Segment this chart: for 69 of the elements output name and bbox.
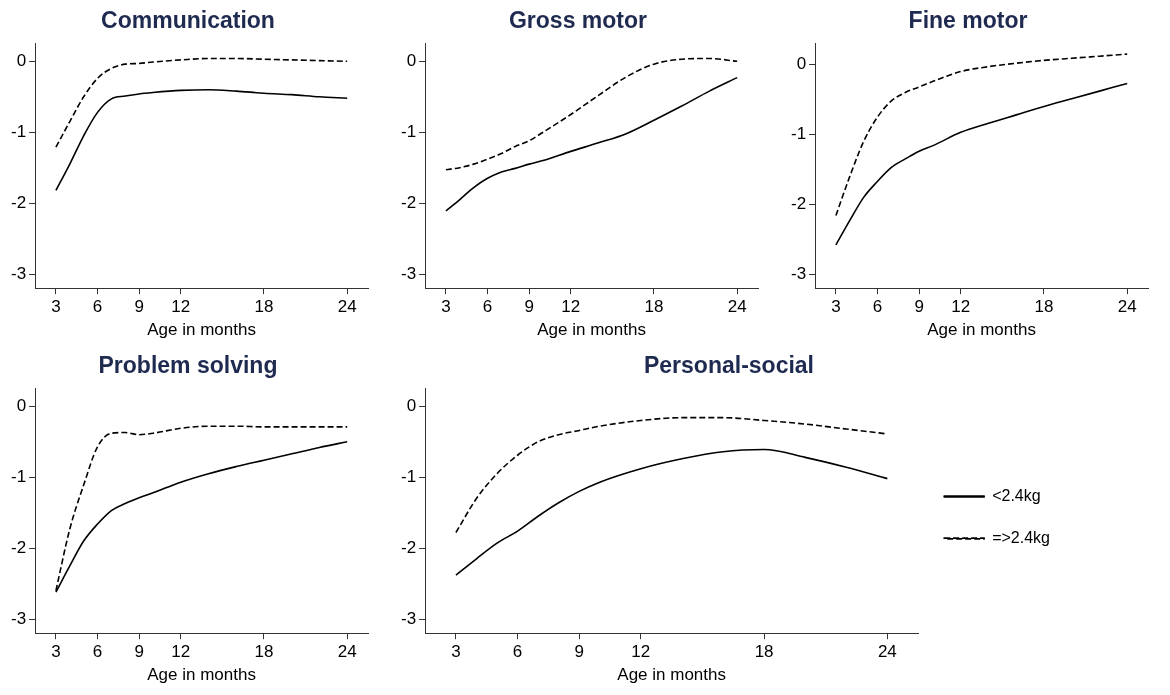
x-tick-label: 18 xyxy=(254,642,274,662)
x-tick-label: 12 xyxy=(171,297,191,317)
y-tick-label: 0 xyxy=(406,51,417,71)
y-tick-label: -3 xyxy=(10,263,27,283)
line-series xyxy=(445,76,738,212)
x-tick-label: 12 xyxy=(631,642,651,662)
y-tick-label: -1 xyxy=(790,124,807,144)
x-tick-label: 6 xyxy=(872,297,883,317)
line-series xyxy=(55,57,348,148)
line-series xyxy=(455,448,889,576)
x-tick-label: 18 xyxy=(1034,297,1054,317)
x-tick-label: 9 xyxy=(574,642,584,662)
y-tick-label: 0 xyxy=(16,51,27,71)
x-tick-label: 9 xyxy=(914,297,924,317)
y-tick-label: -2 xyxy=(10,537,27,557)
x-tick-label: 24 xyxy=(877,642,897,662)
y-tick-label: -1 xyxy=(400,121,417,141)
x-tick-label: 24 xyxy=(727,297,747,317)
chart-title: Gross motor xyxy=(508,7,648,34)
y-tick-label: 0 xyxy=(406,396,417,416)
y-tick-label: -2 xyxy=(790,194,807,214)
x-tick-label: 6 xyxy=(92,642,103,662)
line-series xyxy=(445,57,738,171)
x-axis-title: Age in months xyxy=(617,665,726,685)
x-tick-label: 9 xyxy=(134,642,144,662)
x-axis-title: Age in months xyxy=(537,320,646,340)
x-tick-label: 24 xyxy=(1117,297,1137,317)
x-tick-label: 6 xyxy=(512,642,523,662)
x-tick-label: 12 xyxy=(171,642,191,662)
x-tick-label: 9 xyxy=(524,297,534,317)
line-series xyxy=(835,53,1128,217)
x-tick-label: 3 xyxy=(441,297,451,317)
y-tick-label: -3 xyxy=(400,263,417,283)
legend-label: =>2.4kg xyxy=(992,528,1050,546)
y-tick-label: 0 xyxy=(796,54,807,74)
x-tick-label: 3 xyxy=(51,642,61,662)
x-axis-title: Age in months xyxy=(927,320,1036,340)
x-tick-label: 18 xyxy=(644,297,664,317)
x-tick-label: 24 xyxy=(337,642,357,662)
chart-title: Fine motor xyxy=(908,7,1028,34)
y-tick-label: -2 xyxy=(400,537,417,557)
line-series xyxy=(835,82,1128,246)
legend-label: <2.4kg xyxy=(992,486,1041,504)
x-tick-label: 12 xyxy=(561,297,581,317)
y-tick-label: -3 xyxy=(790,263,807,283)
y-tick-label: -1 xyxy=(10,121,27,141)
y-tick-label: 0 xyxy=(16,396,27,416)
chart-title: Personal-social xyxy=(643,352,815,379)
y-tick-label: -2 xyxy=(10,192,27,212)
chart-title: Communication xyxy=(101,7,275,34)
x-tick-label: 18 xyxy=(254,297,274,317)
x-tick-label: 12 xyxy=(951,297,971,317)
y-tick-label: -1 xyxy=(400,466,417,486)
x-axis-title: Age in months xyxy=(147,665,256,685)
y-tick-label: -3 xyxy=(10,608,27,628)
x-tick-label: 9 xyxy=(134,297,144,317)
x-tick-label: 6 xyxy=(92,297,103,317)
x-tick-label: 3 xyxy=(831,297,841,317)
x-tick-label: 6 xyxy=(482,297,493,317)
chart-title: Problem solving xyxy=(98,352,278,379)
x-tick-label: 18 xyxy=(754,642,774,662)
x-axis-title: Age in months xyxy=(147,320,256,340)
x-tick-label: 3 xyxy=(51,297,61,317)
y-tick-label: -1 xyxy=(10,466,27,486)
y-tick-label: -3 xyxy=(400,608,417,628)
x-tick-label: 24 xyxy=(337,297,357,317)
line-series xyxy=(55,88,348,192)
y-tick-label: -2 xyxy=(400,192,417,212)
x-tick-label: 3 xyxy=(451,642,461,662)
